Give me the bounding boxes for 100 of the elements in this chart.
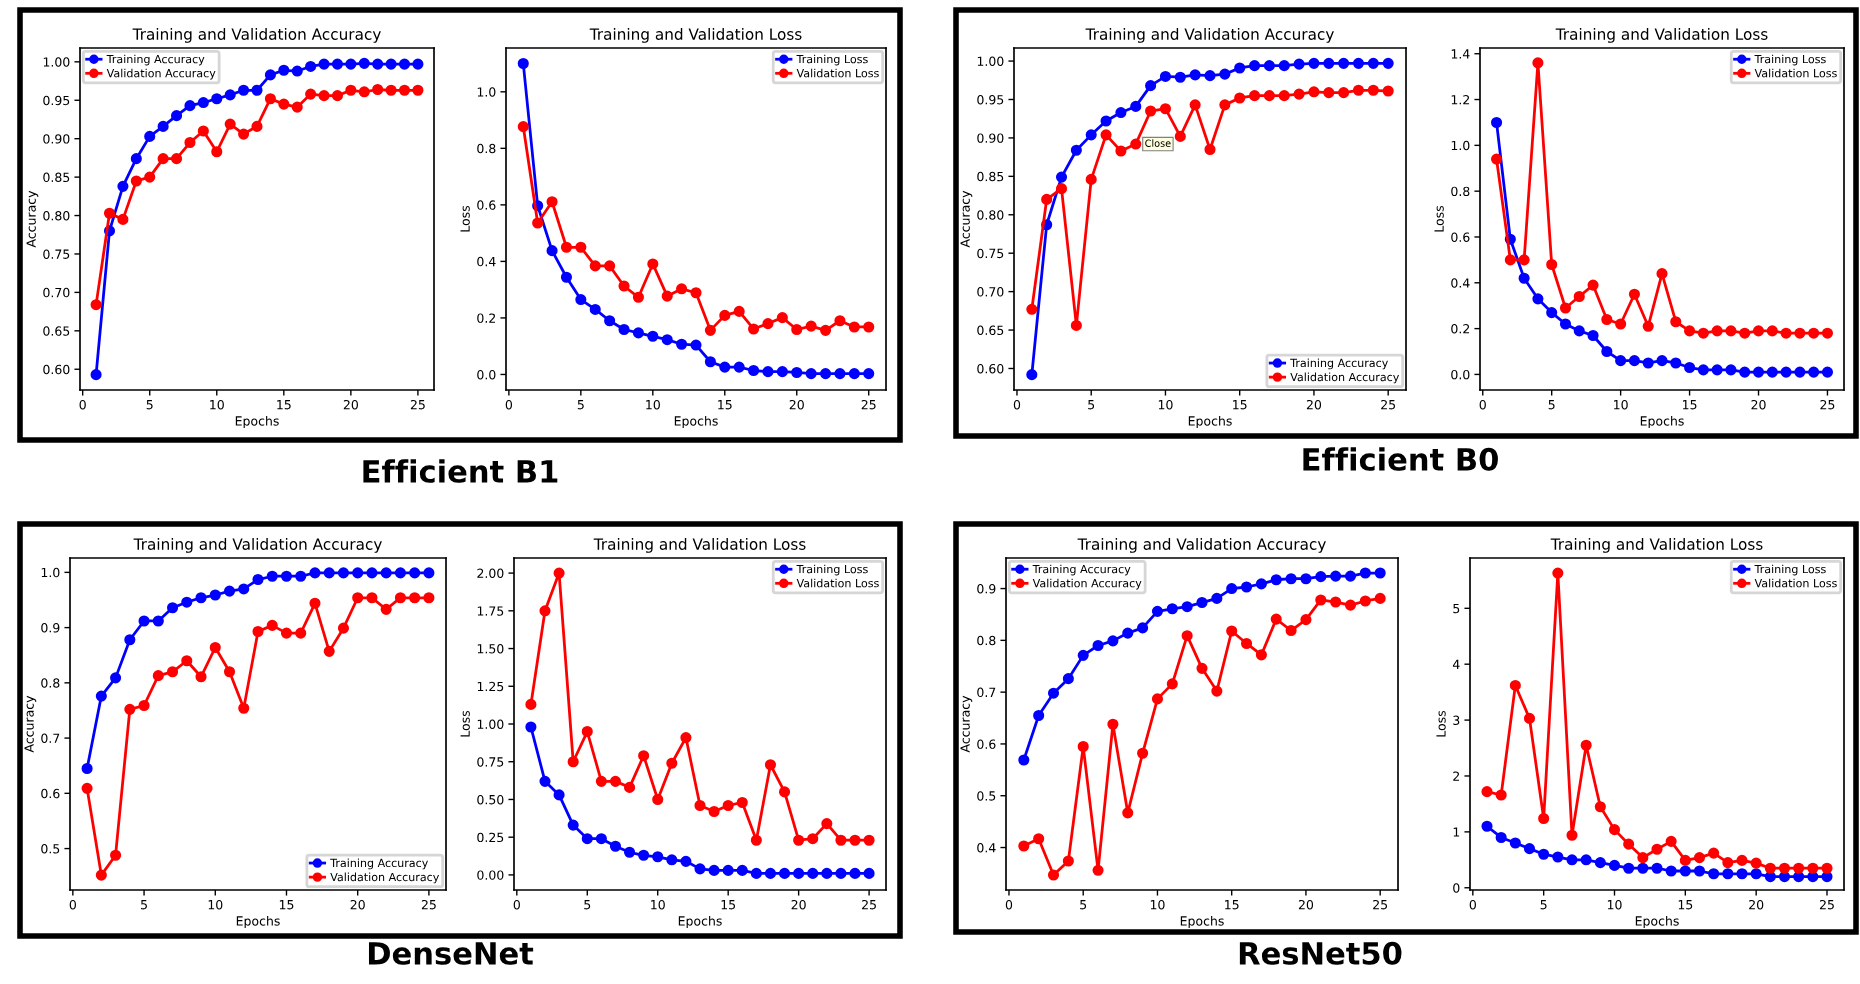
point xyxy=(1374,567,1386,579)
point xyxy=(525,698,537,710)
point xyxy=(1204,143,1216,155)
point xyxy=(704,324,716,336)
point xyxy=(223,666,236,678)
point xyxy=(708,864,720,876)
point xyxy=(1552,851,1564,863)
point xyxy=(209,641,221,654)
point xyxy=(736,864,748,876)
point xyxy=(1697,364,1709,376)
point xyxy=(110,672,122,684)
point xyxy=(632,291,644,303)
point xyxy=(318,58,330,70)
point xyxy=(238,702,250,714)
point xyxy=(1100,129,1112,141)
point xyxy=(1107,718,1119,730)
point xyxy=(776,312,788,324)
point xyxy=(1780,366,1792,378)
point xyxy=(1684,361,1696,374)
point xyxy=(305,88,317,100)
point xyxy=(266,570,278,582)
point xyxy=(553,567,565,579)
point xyxy=(1315,594,1327,606)
point xyxy=(1359,595,1371,607)
point xyxy=(1637,862,1649,874)
point xyxy=(676,338,688,350)
point xyxy=(736,796,748,809)
point xyxy=(791,323,803,336)
point xyxy=(863,834,875,846)
point xyxy=(1608,824,1621,836)
point xyxy=(1587,329,1599,342)
point xyxy=(1628,355,1640,367)
point xyxy=(1490,116,1503,128)
point xyxy=(546,245,558,257)
text: Efficient B0 xyxy=(1303,447,1498,471)
point xyxy=(762,318,774,330)
point xyxy=(1752,325,1765,337)
point xyxy=(1504,254,1516,266)
point xyxy=(1033,709,1045,722)
point xyxy=(1594,801,1606,813)
point xyxy=(1293,58,1305,70)
point xyxy=(1587,279,1599,291)
point xyxy=(144,171,156,183)
point xyxy=(305,60,317,72)
point xyxy=(1159,70,1172,82)
point xyxy=(652,793,664,806)
point xyxy=(604,260,616,272)
point xyxy=(1739,327,1751,339)
point xyxy=(423,567,435,579)
point xyxy=(138,699,150,712)
point xyxy=(863,867,875,879)
point xyxy=(539,605,551,617)
point xyxy=(412,84,424,96)
point xyxy=(609,775,622,787)
point xyxy=(1566,854,1578,866)
point xyxy=(704,356,716,368)
point xyxy=(1248,90,1261,102)
point xyxy=(567,819,579,831)
point xyxy=(647,258,659,270)
point xyxy=(1573,290,1585,303)
point xyxy=(638,849,650,861)
point xyxy=(166,602,179,614)
point xyxy=(331,58,344,70)
point xyxy=(398,84,411,96)
point xyxy=(1580,854,1592,866)
point xyxy=(1219,68,1231,80)
point xyxy=(595,833,607,845)
point xyxy=(750,834,762,846)
point xyxy=(251,120,263,132)
point xyxy=(1330,596,1342,608)
point xyxy=(1725,325,1737,337)
point xyxy=(1226,583,1238,595)
point xyxy=(278,98,290,110)
point xyxy=(1352,57,1365,69)
point xyxy=(1085,129,1097,141)
point xyxy=(380,603,392,615)
point xyxy=(1509,679,1521,691)
point xyxy=(1523,712,1536,724)
point xyxy=(345,58,357,70)
point xyxy=(280,570,293,582)
point xyxy=(821,818,833,830)
point xyxy=(1601,313,1613,325)
point xyxy=(560,271,573,283)
point xyxy=(358,86,370,98)
point xyxy=(791,366,803,379)
point xyxy=(1679,854,1691,866)
point xyxy=(1708,868,1720,880)
point xyxy=(1766,325,1778,337)
point xyxy=(1323,87,1335,99)
point xyxy=(609,840,622,852)
point xyxy=(1651,843,1663,855)
text: Efficient B1 xyxy=(363,459,558,483)
point xyxy=(1130,100,1142,112)
point xyxy=(750,867,762,879)
point xyxy=(848,321,860,333)
point xyxy=(1628,288,1640,300)
point xyxy=(184,100,196,112)
point xyxy=(1367,84,1379,96)
point xyxy=(1552,567,1564,579)
point xyxy=(352,592,364,604)
